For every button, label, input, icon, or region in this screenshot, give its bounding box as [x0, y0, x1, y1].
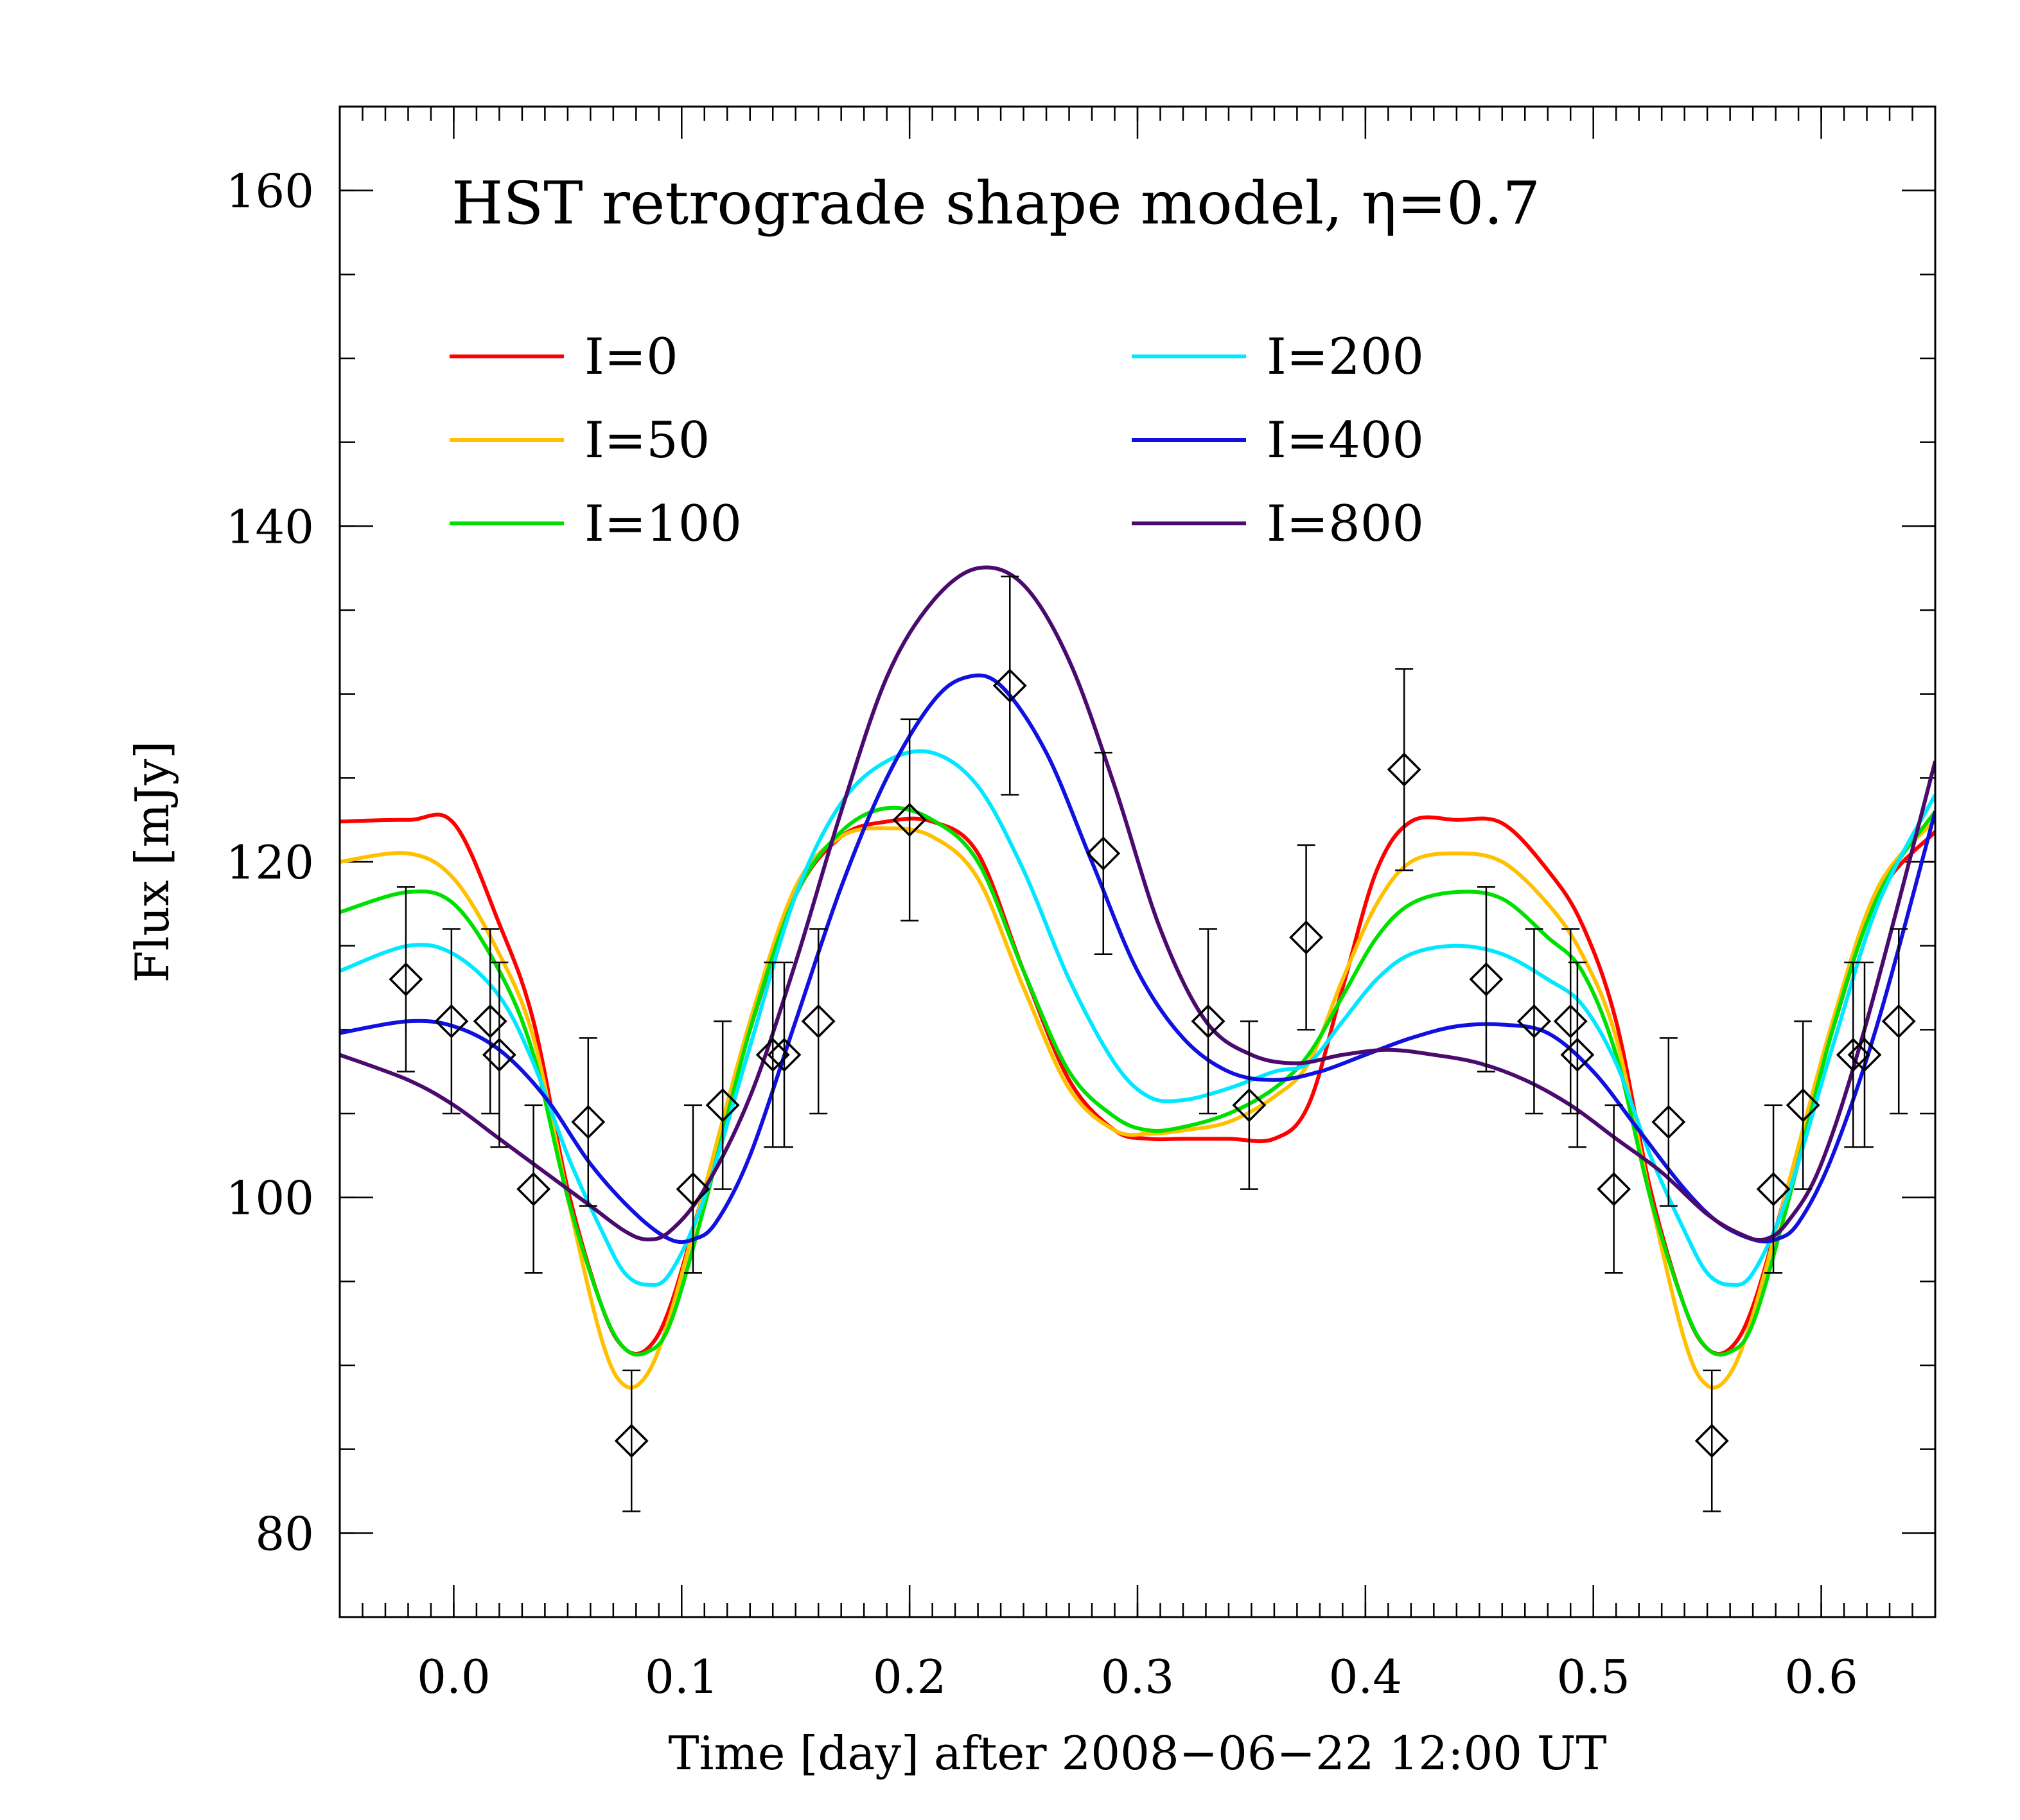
data-point-diamond [1651, 1105, 1686, 1139]
data-point-diamond [892, 803, 927, 837]
series-line-i-100 [340, 805, 1935, 1357]
model-curves [340, 565, 1935, 1390]
y-tick-label: 160 [226, 164, 314, 218]
x-tick-label: 0.5 [1556, 1650, 1630, 1704]
x-tick-label: 0.2 [873, 1650, 947, 1704]
data-point-diamond [1289, 920, 1324, 955]
tick-labels: 0.0 0.1 0.2 0.3 0.4 0.5 0.6 80 100 120 140 160 [226, 164, 1858, 1704]
x-tick-label: 0.0 [417, 1650, 491, 1704]
data-point-diamond [1694, 1424, 1729, 1458]
legend-label: I=50 [584, 412, 710, 469]
data-point-diamond [1560, 1038, 1595, 1072]
data-point-diamond [1597, 1172, 1631, 1207]
y-tick-label: 100 [226, 1171, 314, 1225]
data-point-diamond [1469, 962, 1504, 997]
legend-label: I=200 [1267, 328, 1424, 386]
y-tick-label: 140 [226, 500, 314, 554]
data-point-diamond [1836, 1038, 1870, 1072]
x-tick-label: 0.3 [1101, 1650, 1175, 1704]
chart-title: HST retrograde shape model, η=0.7 [452, 169, 1540, 238]
data-point-diamond [755, 1038, 790, 1072]
series-line-i-200 [340, 749, 1935, 1287]
data-point-diamond [516, 1172, 551, 1207]
axis-ticks [338, 105, 1937, 1618]
data-point-diamond [1516, 1004, 1551, 1038]
legend-label: I=100 [584, 495, 742, 553]
data-point-diamond [1086, 836, 1121, 871]
data-point-diamond [801, 1004, 836, 1038]
data-point-diamond [1232, 1088, 1267, 1123]
x-tick-label: 0.6 [1784, 1650, 1858, 1704]
data-point-diamond [767, 1038, 802, 1072]
plot-frame [338, 105, 1937, 1618]
data-point-diamond [1847, 1038, 1882, 1072]
legend-label: I=400 [1267, 412, 1424, 469]
y-tick-label: 120 [226, 836, 314, 889]
data-point-diamond [1191, 1004, 1225, 1038]
x-axis-title: Time [day] after 2008−06−22 12:00 UT [668, 1726, 1606, 1780]
series-line-i-800 [340, 565, 1935, 1242]
legend-label: I=0 [584, 328, 678, 386]
y-axis-title: Flux [mJy] [125, 741, 179, 983]
data-point-diamond [571, 1105, 606, 1139]
data-point-diamond [473, 1004, 507, 1038]
data-point-diamond [1786, 1088, 1820, 1123]
data-point-diamond [1387, 752, 1421, 787]
observation-points [389, 575, 1916, 1512]
data-point-diamond [614, 1424, 649, 1458]
series-line-i-50 [340, 818, 1935, 1390]
data-point-diamond [992, 669, 1027, 703]
x-tick-label: 0.4 [1329, 1650, 1403, 1704]
legend: I=0 I=50 I=100 I=200 I=400 I=800 [450, 328, 1424, 553]
data-point-diamond [389, 962, 423, 997]
legend-label: I=800 [1267, 495, 1424, 553]
data-point-diamond [705, 1088, 740, 1123]
data-point-diamond [676, 1172, 710, 1207]
data-point-diamond [1881, 1004, 1916, 1038]
y-tick-label: 80 [255, 1507, 314, 1561]
data-point-diamond [1756, 1172, 1791, 1207]
data-point-diamond [1553, 1004, 1588, 1038]
data-point-diamond [482, 1038, 516, 1072]
x-tick-label: 0.1 [645, 1650, 719, 1704]
data-point-diamond [434, 1004, 469, 1038]
